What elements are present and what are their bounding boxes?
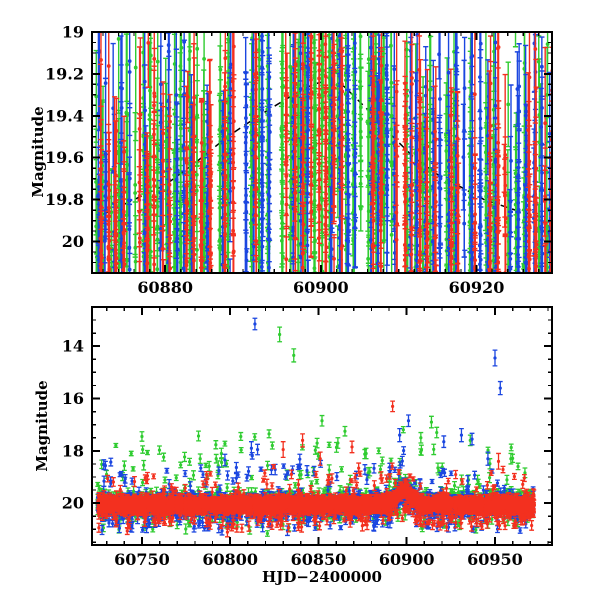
top-panel-data xyxy=(93,32,552,273)
top-y-tick-label: 19 xyxy=(62,23,84,42)
bottom-y-tick-label: 20 xyxy=(62,494,84,513)
bottom-panel-series-red-points xyxy=(96,404,536,534)
bottom-y-tick-label: 14 xyxy=(62,337,84,356)
bottom-x-tick-label: 60950 xyxy=(467,550,523,569)
top-y-tick-label: 19.6 xyxy=(45,148,84,167)
top-y-axis-label: Magnitude xyxy=(29,106,47,198)
top-x-tick-label: 60900 xyxy=(293,278,349,297)
bottom-x-tick-label: 60750 xyxy=(114,550,170,569)
top-panel-frame xyxy=(91,31,553,274)
top-x-tick-label: 60920 xyxy=(449,278,505,297)
x-axis-label: HJD−2400000 xyxy=(262,568,382,586)
top-y-tick-label: 19.8 xyxy=(45,190,84,209)
bottom-y-tick-label: 18 xyxy=(62,441,84,460)
top-y-tick-label: 19.2 xyxy=(45,64,84,83)
bottom-x-tick-label: 60900 xyxy=(379,550,435,569)
top-x-tick-label: 60880 xyxy=(137,278,193,297)
top-panel-tick-labels: 60880 60900 60920 19 19.2 19.4 19.6 19.8 20 xyxy=(45,23,504,298)
bottom-y-axis-label: Magnitude xyxy=(33,380,51,472)
top-y-tick-label: 20 xyxy=(62,232,84,251)
top-y-tick-label: 19.4 xyxy=(45,106,84,125)
bottom-x-tick-label: 60850 xyxy=(291,550,347,569)
bottom-x-tick-label: 60800 xyxy=(202,550,258,569)
bottom-y-tick-label: 16 xyxy=(62,389,84,408)
top-panel-series-red-points xyxy=(98,32,552,273)
bottom-panel-frame xyxy=(91,306,553,546)
bottom-panel-data xyxy=(95,317,537,538)
bottom-panel-tick-labels: 60750 60800 60850 60900 60950 14 16 18 20 xyxy=(62,337,523,569)
